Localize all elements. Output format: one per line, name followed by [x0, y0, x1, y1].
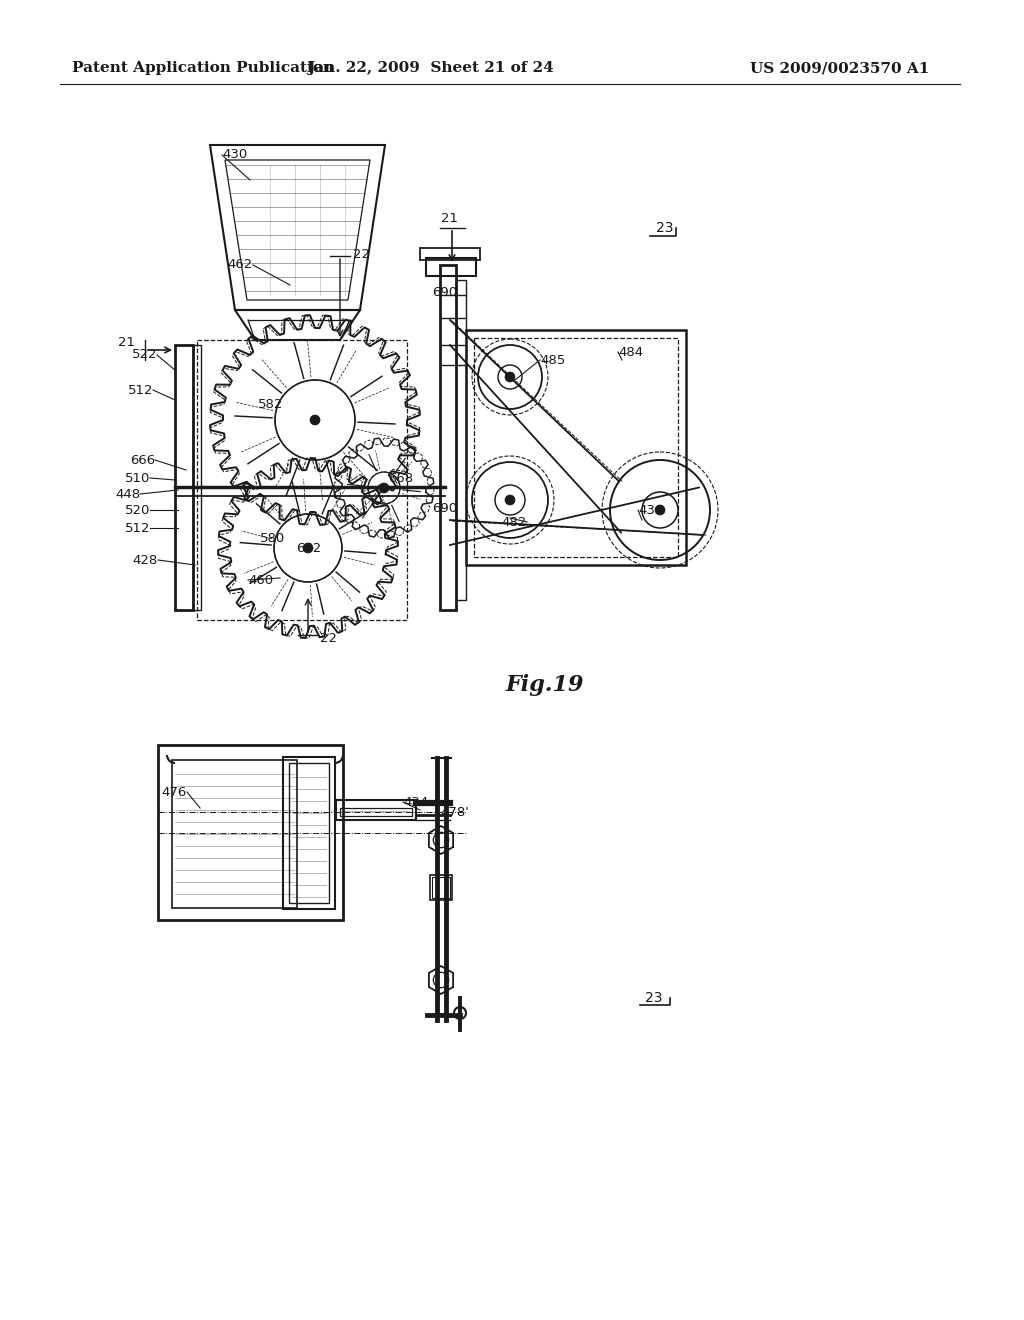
- Text: 434: 434: [403, 796, 428, 808]
- Text: 580: 580: [260, 532, 286, 544]
- Text: 436: 436: [638, 503, 664, 516]
- Text: 482: 482: [502, 516, 527, 528]
- Text: 23: 23: [656, 220, 674, 235]
- Text: 478': 478': [440, 807, 469, 820]
- Bar: [432, 876, 450, 898]
- Text: 448: 448: [115, 487, 140, 500]
- Bar: [193, 345, 201, 610]
- Text: 582: 582: [258, 399, 284, 412]
- Bar: [283, 756, 335, 909]
- Text: Jan. 22, 2009  Sheet 21 of 24: Jan. 22, 2009 Sheet 21 of 24: [306, 61, 553, 75]
- Bar: [158, 744, 343, 920]
- Text: 668: 668: [388, 471, 413, 484]
- Circle shape: [655, 506, 665, 515]
- Bar: [197, 341, 407, 620]
- Bar: [172, 760, 297, 908]
- Text: 690: 690: [432, 285, 457, 298]
- Bar: [336, 800, 416, 820]
- Text: 21: 21: [441, 211, 459, 224]
- Bar: [456, 280, 466, 601]
- Text: 485: 485: [540, 354, 565, 367]
- Bar: [426, 257, 476, 276]
- Bar: [340, 808, 412, 816]
- Bar: [420, 248, 480, 260]
- Bar: [466, 330, 686, 565]
- Text: 22: 22: [319, 631, 337, 644]
- Text: 484: 484: [618, 346, 643, 359]
- Text: 520: 520: [125, 503, 150, 516]
- Bar: [289, 763, 329, 903]
- Bar: [430, 875, 452, 900]
- Text: 666: 666: [130, 454, 155, 466]
- Circle shape: [303, 543, 313, 553]
- Text: Patent Application Publication: Patent Application Publication: [72, 61, 334, 75]
- Text: 23: 23: [645, 991, 663, 1005]
- Text: 428: 428: [133, 553, 158, 566]
- Text: 21: 21: [118, 335, 135, 348]
- Text: 522: 522: [131, 348, 157, 362]
- Text: US 2009/0023570 A1: US 2009/0023570 A1: [750, 61, 930, 75]
- Text: 22: 22: [353, 248, 370, 261]
- Text: Fig.19: Fig.19: [506, 675, 585, 696]
- Text: 662: 662: [296, 541, 322, 554]
- Circle shape: [505, 495, 515, 506]
- Bar: [175, 345, 193, 610]
- Text: 512: 512: [128, 384, 153, 396]
- Text: 512: 512: [125, 521, 150, 535]
- Bar: [474, 338, 678, 557]
- Text: 462: 462: [227, 259, 253, 272]
- Circle shape: [505, 372, 515, 381]
- Circle shape: [310, 414, 319, 425]
- Text: 430: 430: [222, 149, 247, 161]
- Text: 510: 510: [125, 471, 150, 484]
- Text: 476: 476: [162, 785, 187, 799]
- Text: 460: 460: [248, 573, 273, 586]
- Circle shape: [379, 483, 389, 492]
- Text: 690: 690: [432, 502, 457, 515]
- Bar: [440, 265, 456, 610]
